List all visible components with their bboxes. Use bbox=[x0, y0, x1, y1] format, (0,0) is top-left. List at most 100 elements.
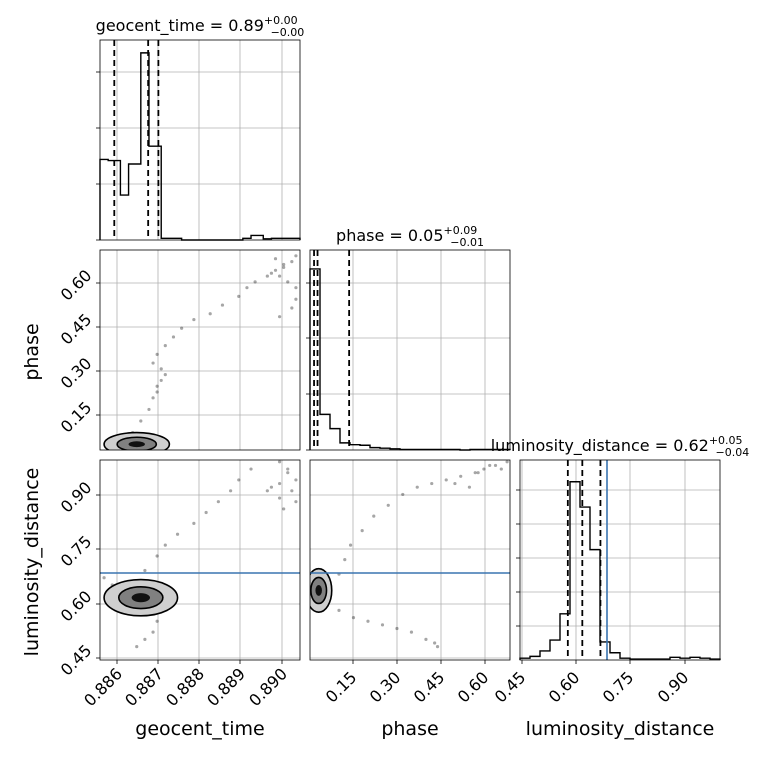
ld-histogram-panel: 0.45 0.60 0.75 0.90 luminosity_distance … bbox=[491, 434, 750, 740]
scatter-point bbox=[175, 532, 180, 536]
phase-ylabel: phase bbox=[21, 323, 43, 380]
geocent-time-hist-step bbox=[99, 52, 301, 241]
scatter-point bbox=[444, 478, 448, 482]
scatter-point bbox=[294, 297, 298, 301]
ld-ph-scatter bbox=[310, 460, 509, 649]
phase-vs-geocent-time-points bbox=[103, 254, 298, 450]
ld-gt-frame bbox=[99, 459, 301, 661]
ld-xtick-090: 0.90 bbox=[654, 668, 693, 707]
scatter-point bbox=[204, 510, 208, 515]
scatter-point bbox=[143, 568, 147, 573]
phase-vs-geocent-time-panel: 0.60 0.45 0.30 0.15 phase bbox=[21, 249, 301, 451]
ld-gt-grid bbox=[100, 460, 300, 660]
contour-core bbox=[131, 593, 150, 603]
scatter-point bbox=[372, 514, 376, 518]
contour-core bbox=[128, 441, 145, 448]
scatter-point bbox=[482, 467, 486, 471]
ld-ytick-075: 0.75 bbox=[57, 532, 96, 571]
ph-hist-marks bbox=[309, 250, 511, 451]
ld-vs-phase-panel: 0.15 0.30 0.45 0.60 phase bbox=[309, 459, 511, 740]
scatter-point bbox=[147, 407, 151, 412]
scatter-point bbox=[216, 500, 220, 504]
scatter-point bbox=[286, 280, 290, 284]
ld-vs-geocent-time-panel: 0.90 0.75 0.60 0.45 0.886 0.887 0.888 0.… bbox=[21, 459, 301, 740]
scatter-point bbox=[151, 361, 155, 365]
scatter-point bbox=[433, 641, 437, 645]
ld-ytick-045: 0.45 bbox=[57, 641, 96, 680]
scatter-point bbox=[208, 312, 212, 316]
phase-ytick-060: 0.60 bbox=[57, 266, 96, 305]
gt-xtick-0888: 0.888 bbox=[162, 664, 208, 710]
scatter-point bbox=[277, 460, 282, 464]
scatter-point bbox=[282, 262, 286, 267]
phase-ytick-030: 0.30 bbox=[57, 354, 96, 393]
scatter-point bbox=[269, 271, 274, 275]
scatter-point bbox=[351, 616, 356, 620]
scatter-point bbox=[277, 315, 282, 319]
ld-hist-marks bbox=[519, 460, 721, 660]
scatter-point bbox=[135, 644, 139, 649]
scatter-point bbox=[245, 286, 249, 290]
geocent-time-histogram-panel: geocent_time = 0.89+0.00 −0.00 bbox=[96, 14, 305, 241]
scatter-point bbox=[360, 529, 364, 533]
scatter-point bbox=[237, 478, 241, 482]
ph-gt-grid bbox=[100, 250, 300, 450]
ld-hist-frame bbox=[519, 459, 721, 661]
gt-title: geocent_time = 0.89+0.00 −0.00 bbox=[96, 14, 305, 39]
scatter-point bbox=[277, 496, 282, 500]
scatter-point bbox=[467, 485, 472, 489]
scatter-point bbox=[409, 630, 414, 634]
scatter-point bbox=[159, 367, 163, 371]
scatter-point bbox=[155, 352, 159, 356]
scatter-point bbox=[192, 521, 196, 526]
scatter-point bbox=[380, 623, 385, 627]
scatter-point bbox=[155, 390, 159, 394]
ld-ph-frame bbox=[309, 459, 511, 661]
ld-ylabel: luminosity_distance bbox=[21, 468, 43, 657]
scatter-point bbox=[163, 373, 167, 377]
ld-xtick-060: 0.60 bbox=[545, 668, 584, 707]
scatter-point bbox=[273, 268, 278, 272]
scatter-point bbox=[155, 619, 159, 623]
gt-xlabel: geocent_time bbox=[135, 718, 264, 740]
phase-ytick-045: 0.45 bbox=[57, 310, 96, 349]
scatter-point bbox=[499, 467, 503, 471]
ld-xtick-075: 0.75 bbox=[599, 668, 638, 707]
scatter-point bbox=[290, 259, 294, 264]
scatter-point bbox=[290, 489, 294, 493]
gt-xtick-0886: 0.886 bbox=[80, 664, 126, 710]
gt-hist-grid bbox=[100, 40, 300, 240]
ld-title: luminosity_distance = 0.62+0.05 −0.04 bbox=[491, 434, 750, 459]
scatter-point bbox=[493, 463, 498, 468]
ph-hist-grid bbox=[310, 250, 510, 450]
scatter-point bbox=[476, 471, 480, 475]
phase-ytick-015: 0.15 bbox=[57, 398, 96, 437]
scatter-point bbox=[290, 306, 294, 310]
ph-gt-frame bbox=[99, 249, 301, 451]
scatter-point bbox=[139, 419, 143, 423]
scatter-point bbox=[192, 317, 196, 322]
scatter-point bbox=[343, 558, 347, 562]
scatter-point bbox=[237, 294, 241, 298]
phase-xtick-060: 0.60 bbox=[454, 668, 493, 707]
gt-xtick-0887: 0.887 bbox=[121, 664, 167, 710]
scatter-point bbox=[488, 463, 492, 468]
scatter-point bbox=[265, 274, 269, 278]
scatter-point bbox=[282, 265, 286, 269]
phase-histogram-panel: phase = 0.05+0.09 −0.01 bbox=[306, 224, 511, 451]
phase-xtick-015: 0.15 bbox=[322, 668, 361, 707]
ld-ytick-060: 0.60 bbox=[57, 587, 96, 626]
phase-xlabel: phase bbox=[381, 718, 438, 740]
scatter-point bbox=[229, 489, 233, 493]
scatter-point bbox=[286, 471, 290, 475]
ld-ph-grid bbox=[310, 460, 510, 660]
gt-hist-frame bbox=[99, 39, 301, 241]
scatter-point bbox=[151, 396, 155, 400]
scatter-point bbox=[171, 335, 176, 339]
scatter-point bbox=[102, 576, 106, 580]
scatter-point bbox=[294, 500, 298, 504]
scatter-point bbox=[505, 460, 509, 464]
scatter-point bbox=[151, 630, 155, 634]
ld-hist-grid bbox=[520, 460, 720, 660]
